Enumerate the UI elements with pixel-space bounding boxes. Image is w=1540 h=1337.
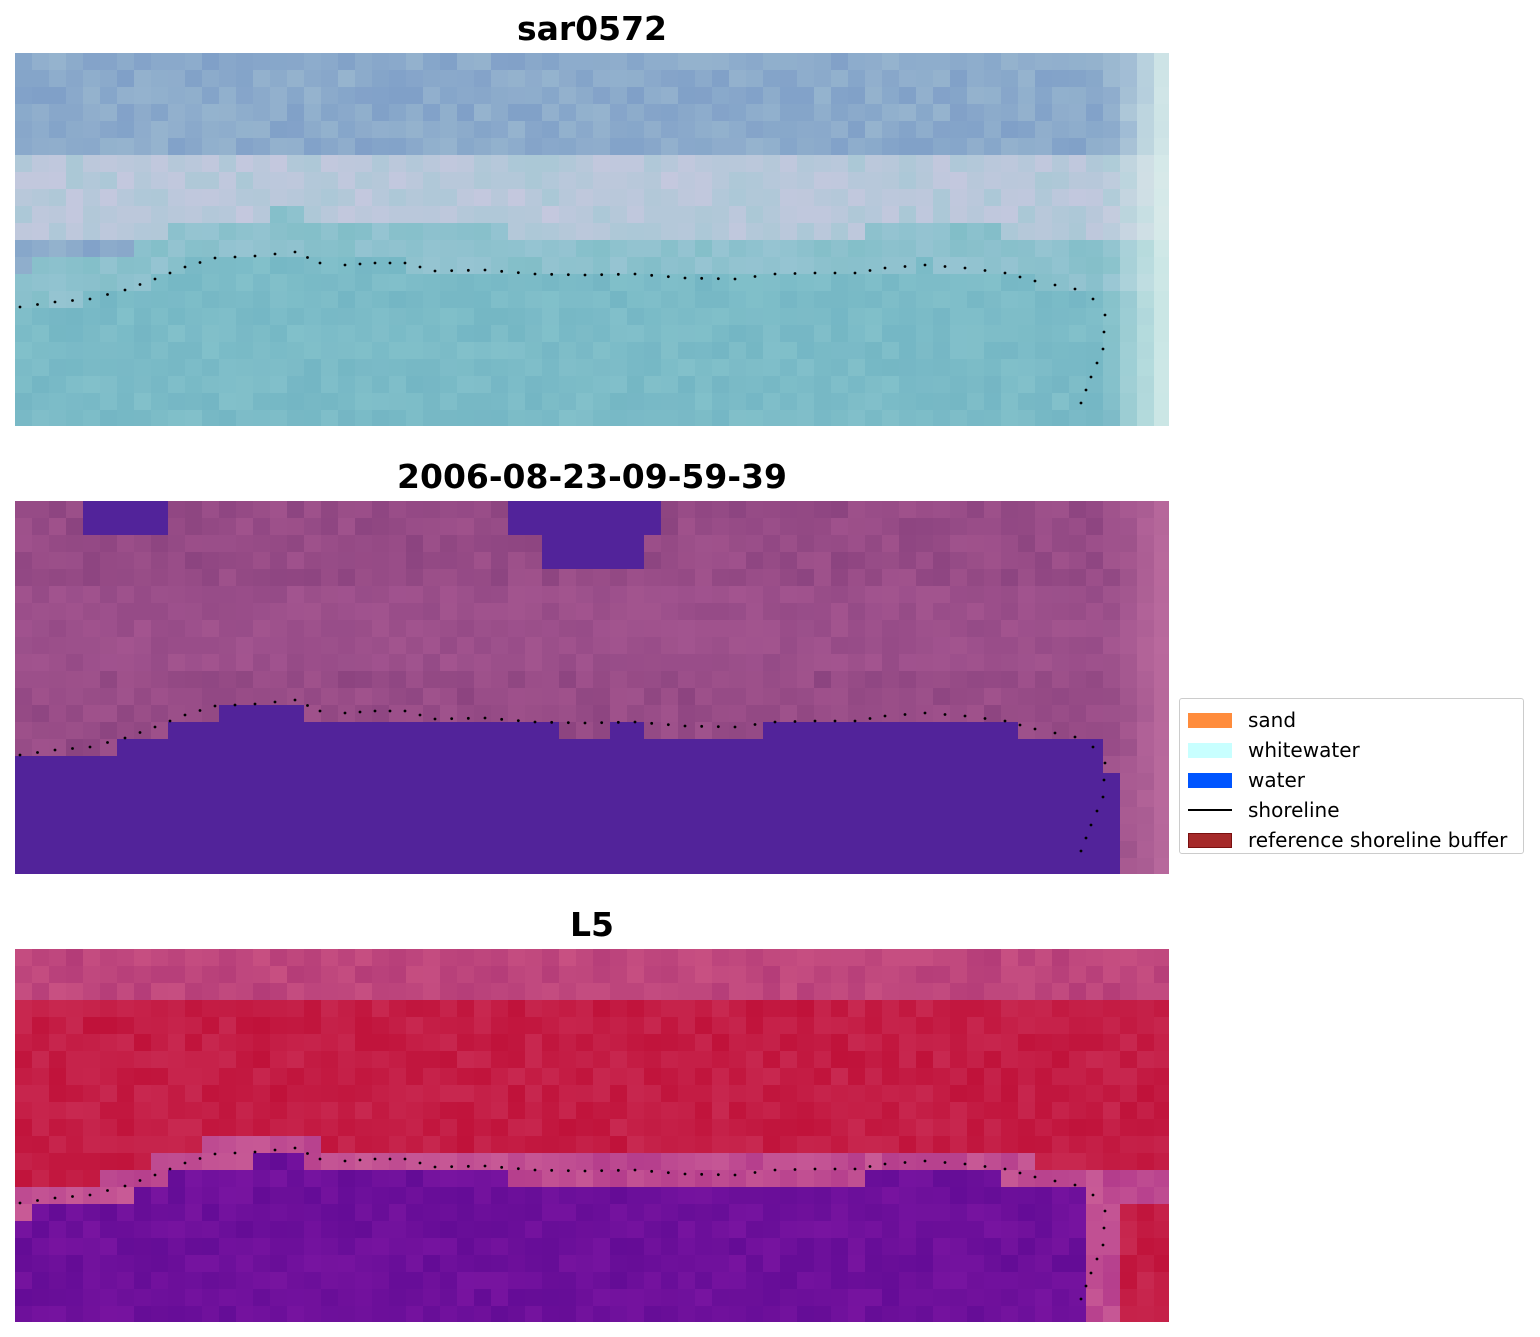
legend: sand whitewater water shoreline referenc… bbox=[1179, 698, 1524, 854]
reference-buffer-swatch bbox=[1188, 832, 1232, 848]
legend-label-shoreline: shoreline bbox=[1248, 798, 1340, 822]
sand-swatch bbox=[1188, 712, 1232, 728]
legend-item-sand: sand bbox=[1188, 705, 1515, 735]
shoreline-dots bbox=[18, 1146, 1107, 1301]
image-panel-index bbox=[15, 949, 1169, 1322]
legend-label-sand: sand bbox=[1248, 708, 1297, 732]
image-panel-rgb bbox=[15, 53, 1169, 426]
legend-label-whitewater: whitewater bbox=[1248, 738, 1360, 762]
shoreline-dots bbox=[18, 698, 1107, 853]
legend-item-water: water bbox=[1188, 765, 1515, 795]
shoreline-line-swatch bbox=[1188, 809, 1232, 811]
legend-label-reference-buffer: reference shoreline buffer bbox=[1248, 828, 1508, 852]
rgb-image bbox=[15, 53, 1169, 426]
panel-title-3: L5 bbox=[570, 905, 614, 944]
water-swatch bbox=[1188, 772, 1232, 788]
legend-item-reference-buffer: reference shoreline buffer bbox=[1188, 825, 1515, 855]
index-image bbox=[15, 949, 1169, 1322]
image-panel-classified bbox=[15, 501, 1169, 874]
legend-item-whitewater: whitewater bbox=[1188, 735, 1515, 765]
panel-title-1: sar0572 bbox=[516, 9, 668, 48]
panel-title-2: 2006-08-23-09-59-39 bbox=[397, 457, 787, 496]
whitewater-swatch bbox=[1188, 742, 1232, 758]
shoreline-dots bbox=[18, 250, 1107, 405]
legend-label-water: water bbox=[1248, 768, 1305, 792]
classified-image bbox=[15, 501, 1169, 874]
legend-item-shoreline: shoreline bbox=[1188, 795, 1515, 825]
